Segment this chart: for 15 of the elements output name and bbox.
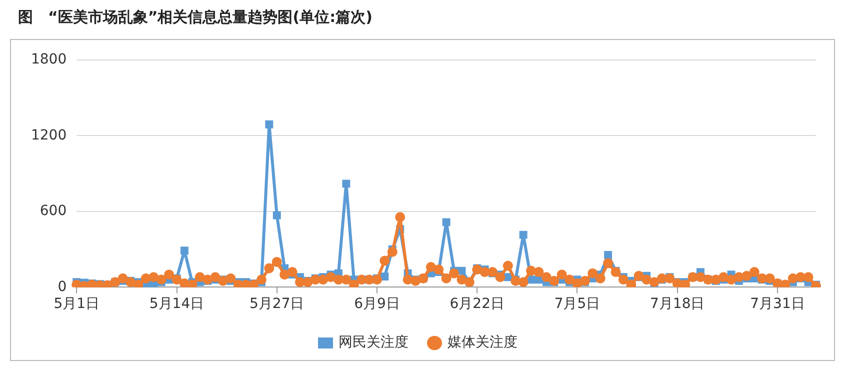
x-tick-label: 7月18日 [650,296,705,312]
chart-title: 图 “医美市场乱象”相关信息总量趋势图(单位:篇次) [18,8,374,27]
x-tick-label: 6月9日 [354,296,400,312]
y-tick-label: 0 [58,278,67,295]
x-tick-label: 7月5日 [554,296,600,312]
x-tick-label: 6月22日 [450,296,504,312]
x-tick-label: 7月31日 [750,296,805,312]
x-tick-label: 5月27日 [250,296,304,312]
y-tick-label: 1800 [30,52,67,68]
y-tick-label: 600 [40,203,67,220]
legend-label: 媒体关注度 [448,334,518,351]
y-tick-label: 1200 [30,127,67,144]
x-tick-label: 5月14日 [149,296,204,312]
legend-label: 网民关注度 [338,334,408,351]
x-tick-label: 5月1日 [54,296,100,312]
